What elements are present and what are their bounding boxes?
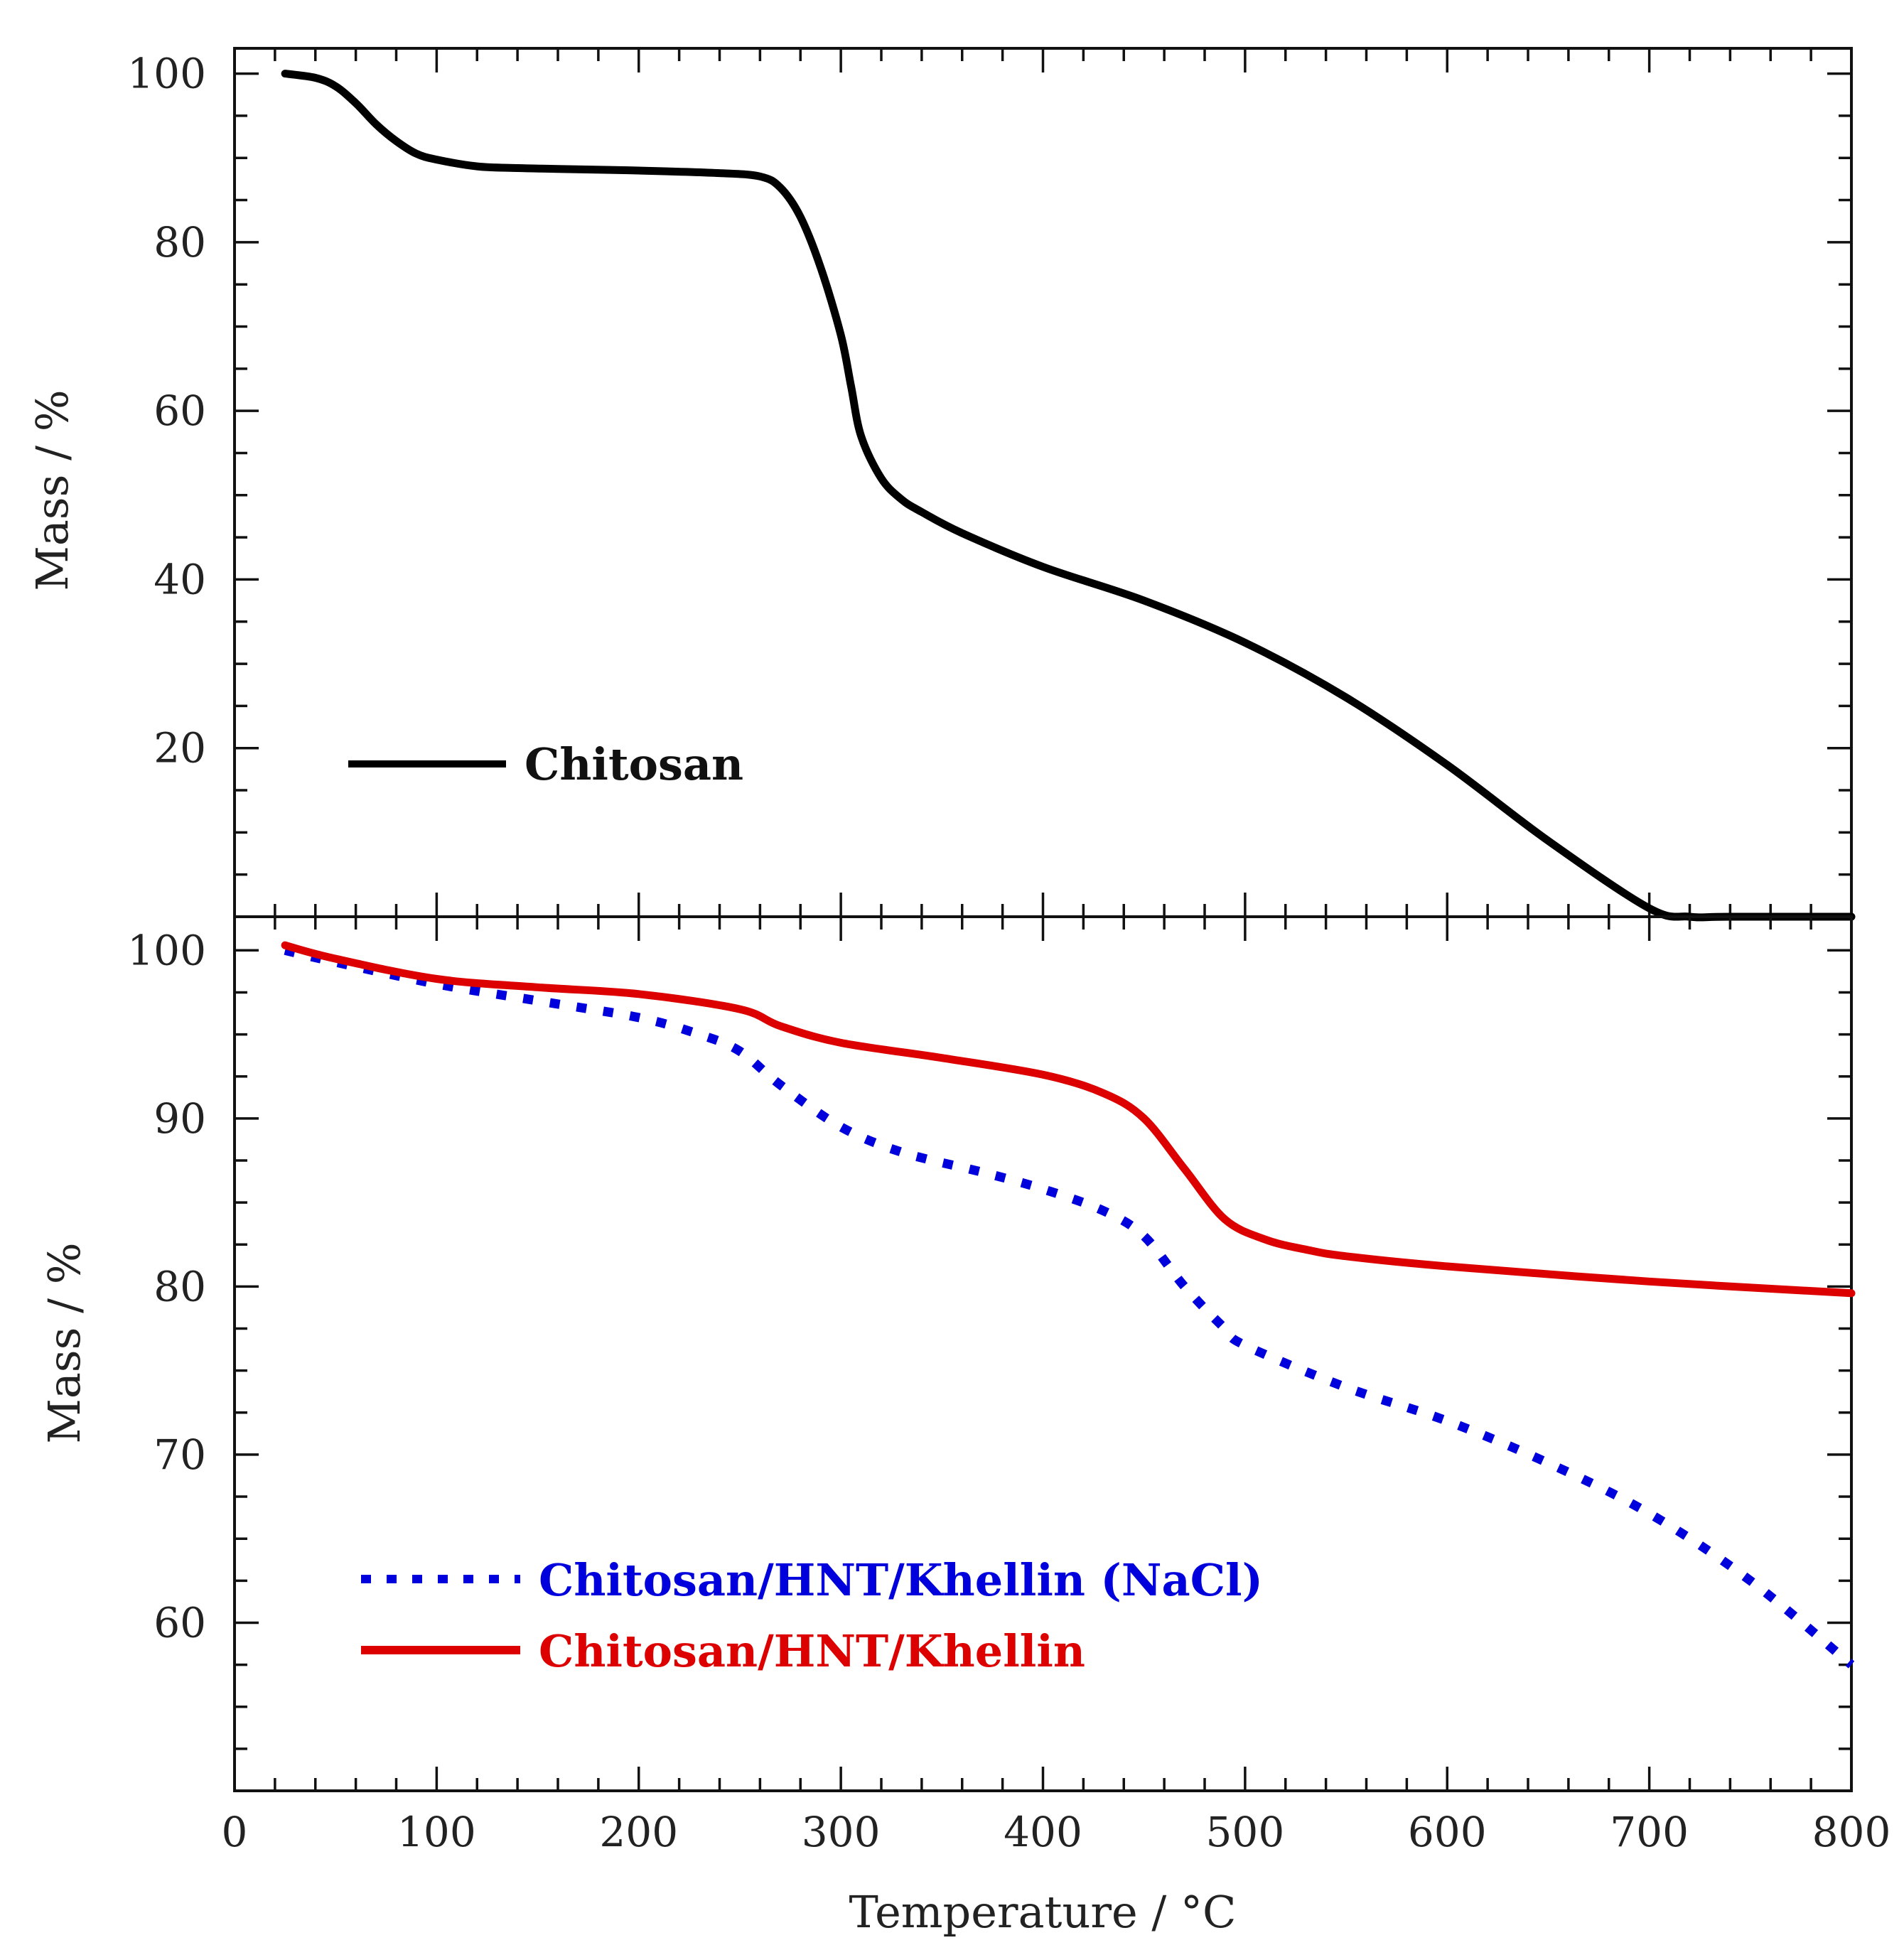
- y-tick-label: 100: [127, 926, 206, 974]
- top-plot-frame: [233, 47, 1853, 918]
- x-tick-label: 200: [599, 1808, 678, 1856]
- bottom-y-axis-title: Mass / %: [38, 1242, 90, 1443]
- x-tick-label: 800: [1812, 1808, 1891, 1856]
- series-line-chitosan: [281, 70, 1856, 922]
- x-tick-label: 400: [1004, 1808, 1082, 1856]
- top-legend: Chitosan: [348, 738, 743, 790]
- y-tick-label: 70: [154, 1431, 206, 1479]
- y-tick-label: 60: [154, 387, 206, 435]
- y-tick-label: 20: [154, 724, 206, 772]
- legend-label-khellin: Chitosan/HNT/Khellin: [539, 1625, 1085, 1677]
- top-y-tick-labels: 20 40 60 80 100: [127, 50, 206, 772]
- legend-label-chitosan: Chitosan: [525, 738, 743, 790]
- x-tick-label: 600: [1408, 1808, 1487, 1856]
- x-tick-label: 100: [397, 1808, 476, 1856]
- y-tick-label: 80: [154, 218, 206, 266]
- x-axis-title: Temperature / °C: [849, 1886, 1237, 1938]
- series-line-chitosan-hnt-khellin: [281, 941, 1856, 1298]
- y-tick-label: 80: [154, 1262, 206, 1310]
- legend-label-nacl: Chitosan/HNT/Khellin (NaCl): [539, 1554, 1263, 1606]
- y-tick-label: 60: [154, 1598, 206, 1647]
- x-tick-label: 0: [222, 1808, 248, 1856]
- top-y-axis-title: Mass / %: [26, 389, 78, 591]
- top-panel: 20 40 60 80 100 Mass / % Chitosan: [26, 47, 1856, 922]
- top-series-lines: [281, 70, 1856, 922]
- bottom-x-tick-labels: 0 100 200 300 400 500 600 700 800: [222, 1808, 1891, 1856]
- x-tick-label: 300: [802, 1808, 881, 1856]
- x-tick-label: 700: [1610, 1808, 1689, 1856]
- x-tick-label: 500: [1206, 1808, 1285, 1856]
- y-tick-label: 40: [154, 555, 206, 603]
- bottom-legend: Chitosan/HNT/Khellin (NaCl) Chitosan/HNT…: [361, 1554, 1263, 1677]
- top-tick-marks: [233, 48, 1853, 918]
- bottom-tick-marks: [233, 917, 1853, 1792]
- bottom-y-tick-labels: 60 70 80 90 100: [127, 926, 206, 1647]
- y-tick-label: 90: [154, 1094, 206, 1143]
- bottom-panel: 60 70 80 90 100 0 100 200 300 400 500 600 700 800 Ma…: [38, 915, 1891, 1938]
- y-tick-label: 100: [127, 50, 206, 98]
- bottom-series-lines: [281, 941, 1856, 1669]
